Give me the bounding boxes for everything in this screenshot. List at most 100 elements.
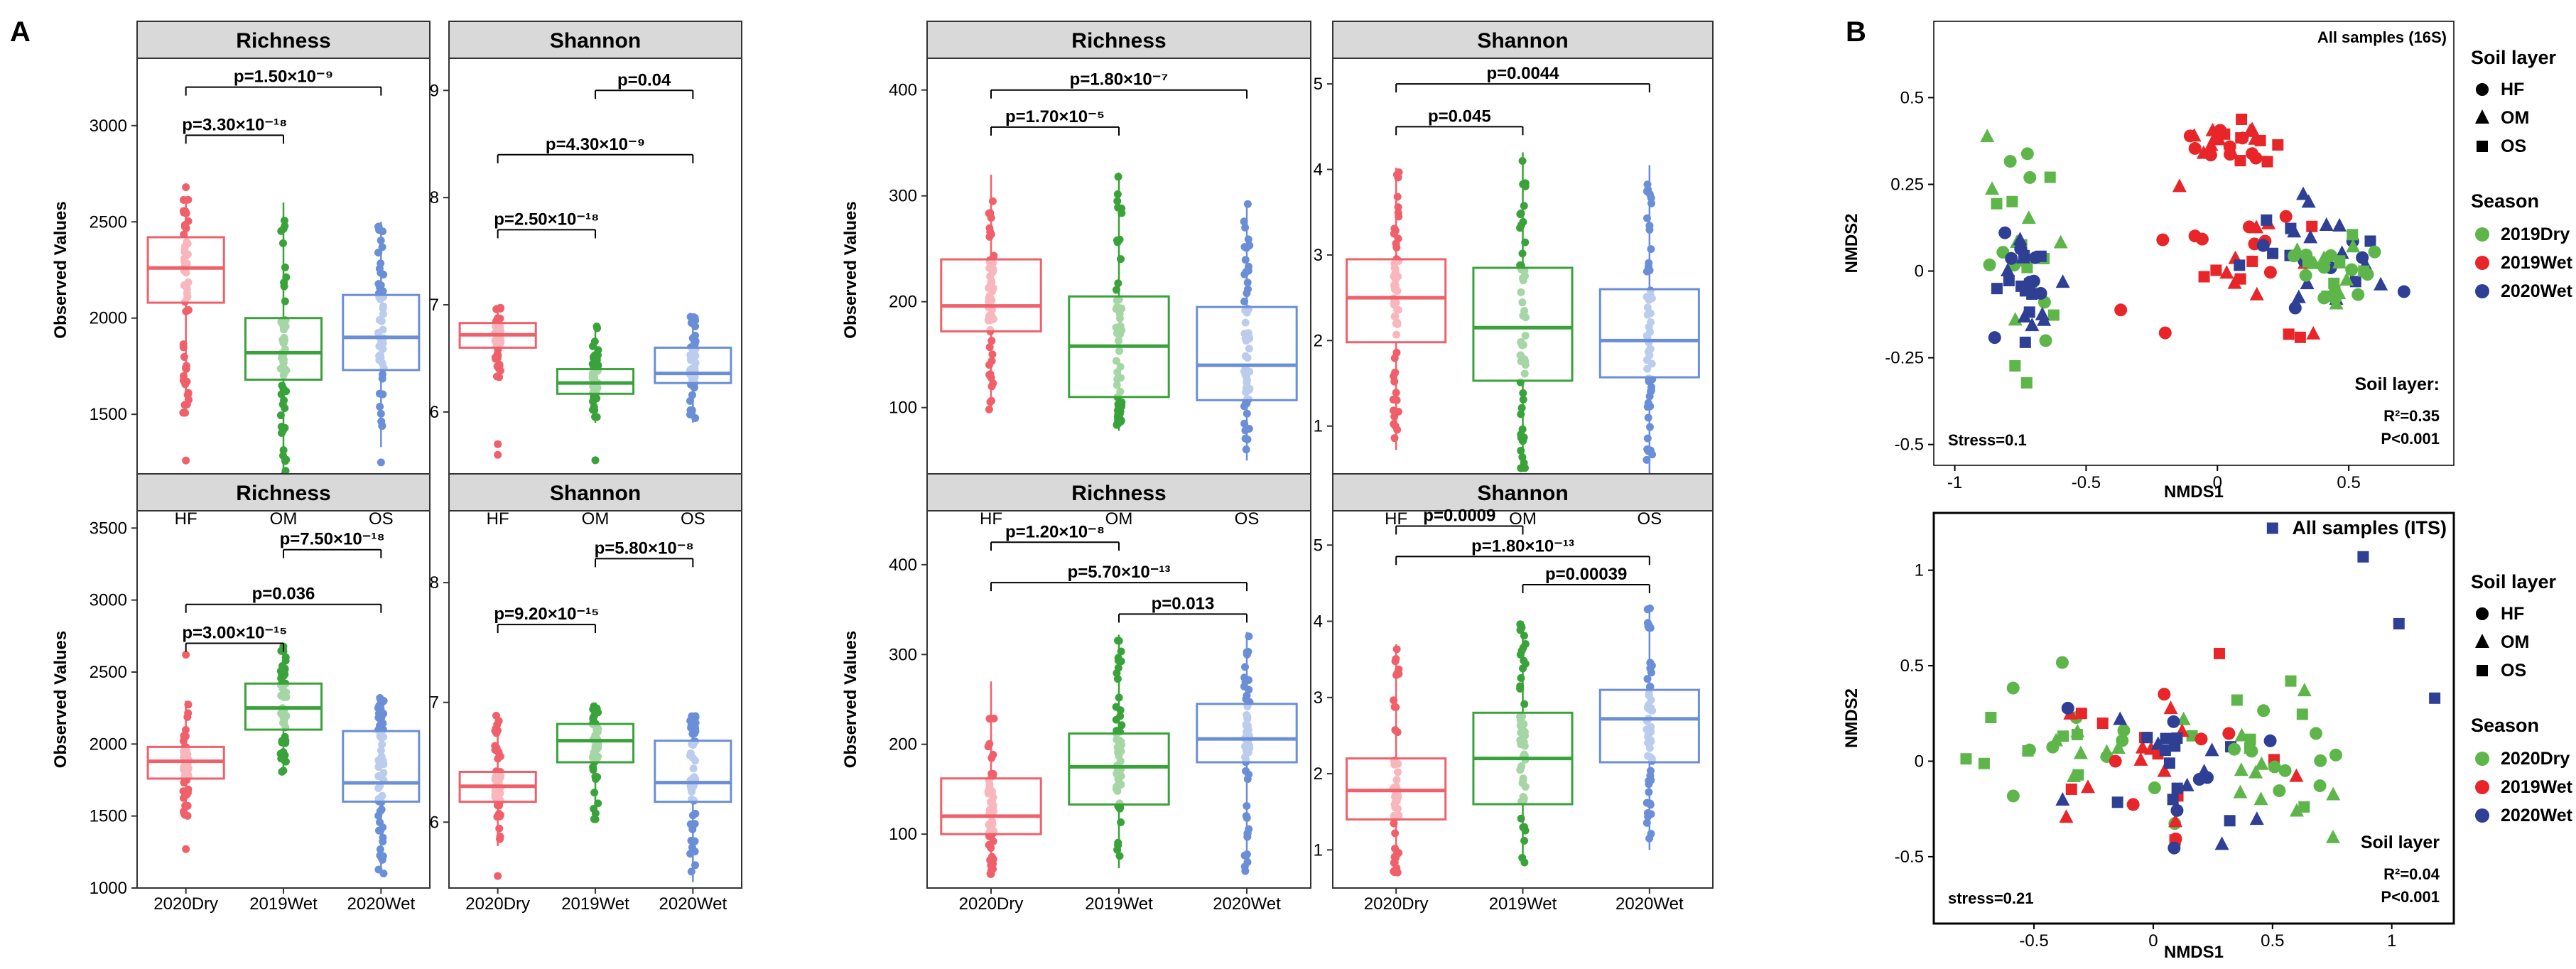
p-label: P<0.001: [2381, 430, 2440, 448]
data-point: [1520, 700, 1529, 708]
y-tick-label: 3: [1314, 688, 1323, 708]
y-axis-title: Observed Values: [841, 631, 860, 768]
strip-header: [1332, 473, 1714, 511]
os-point: [2261, 214, 2273, 226]
hf-point: [2345, 263, 2359, 276]
hf-point: [2317, 261, 2331, 274]
hf-point: [2156, 233, 2170, 247]
om-point: [2157, 763, 2172, 777]
x-tick-label: 2020Dry: [959, 894, 1024, 914]
p-value-label: p=0.0044: [1486, 64, 1559, 83]
os-point: [2246, 255, 2258, 267]
hf-point: [2236, 131, 2249, 145]
panel-b-label: B: [1846, 16, 1866, 48]
x-tick-label: 2019Wet: [249, 894, 318, 914]
os-point: [2096, 718, 2109, 730]
om-point: [2025, 318, 2040, 332]
hf-point: [2034, 286, 2047, 300]
y-tick-label: 2500: [90, 212, 127, 232]
legend-season-key: [2475, 256, 2489, 270]
box: [654, 740, 732, 803]
om-point: [2233, 784, 2248, 799]
hf-point: [2279, 210, 2293, 223]
om-point: [2325, 829, 2340, 843]
data-point: [494, 748, 503, 757]
y-tick-label: 1500: [90, 405, 127, 424]
x-tick-label: 0.5: [2337, 473, 2360, 492]
x-tick-label: OS: [1637, 509, 1662, 529]
hf-point: [2114, 303, 2128, 317]
data-point: [1647, 387, 1655, 396]
om-point: [2197, 764, 2212, 778]
om-point: [2037, 312, 2052, 326]
x-tick-label: OS: [681, 509, 705, 529]
outlier-point: [182, 651, 190, 659]
y-tick-label: 3000: [90, 591, 127, 610]
p-value-label: p=0.013: [1152, 594, 1215, 613]
om-point: [2296, 186, 2311, 200]
os-point: [2429, 692, 2441, 704]
os-point: [2234, 259, 2246, 271]
os-point: [2006, 195, 2018, 207]
om-point: [2081, 779, 2096, 794]
legend-season-label: 2019Dry: [2501, 224, 2570, 244]
y-tick-label: 9: [430, 81, 439, 100]
os-point: [2065, 783, 2077, 795]
y-tick-label: 0.25: [1890, 175, 1924, 194]
y-tick-label: 2: [1314, 764, 1323, 784]
data-point: [985, 343, 994, 352]
os-point: [2071, 728, 2083, 740]
os-point: [2167, 794, 2179, 806]
data-point: [1113, 236, 1121, 244]
hf-point: [2263, 266, 2277, 279]
chart-title: All samples (ITS): [2292, 517, 2447, 538]
os-point: [2285, 222, 2297, 234]
os-point: [2044, 171, 2056, 183]
hf-point: [2023, 743, 2036, 757]
x-tick-label: 2020Wet: [347, 894, 416, 914]
y-tick-label: 0.5: [1900, 88, 1924, 107]
os-point: [2171, 732, 2183, 745]
y-tick-label: 6: [430, 813, 439, 832]
legend-season-key: [2475, 780, 2489, 794]
stress-label: stress=0.21: [1948, 889, 2034, 907]
data-point: [376, 403, 384, 411]
om-point: [2001, 263, 2015, 277]
hf-point: [2046, 740, 2060, 754]
om-point: [2180, 777, 2195, 791]
box: [342, 730, 421, 803]
legend-square-key: [2477, 141, 2488, 152]
os-point: [2306, 220, 2318, 232]
hf-point: [2314, 754, 2327, 767]
hf-point: [2278, 764, 2292, 777]
boxplot-panel-1: Richness 1500 2000 2500 3000 Observed Values H…: [51, 21, 431, 529]
x-tick-label: OM: [582, 509, 610, 529]
boxplot-panel-8: Shannon 1 2 3 4 5 2020Dry 2019Wet 2020Wet p=0.000…: [1314, 473, 1714, 914]
y-tick-label: 5: [1314, 536, 1323, 555]
om-point: [2332, 254, 2347, 269]
os-point: [2213, 647, 2225, 659]
os-point: [2254, 134, 2266, 146]
p-value-label: p=4.30×10⁻⁹: [546, 135, 645, 154]
data-point: [1241, 256, 1250, 264]
os-point: [2231, 694, 2243, 706]
y-tick-label: 400: [889, 81, 917, 100]
hf-point: [2222, 727, 2236, 740]
hf-point: [2020, 147, 2034, 161]
om-point: [2306, 325, 2321, 340]
y-axis-title: NMDS2: [1842, 688, 1861, 748]
boxplot-panel-6: Shannon 6 7 8 2020Dry 2019Wet 2020Wet p=5.80×10…: [430, 473, 742, 914]
hf-point: [2329, 748, 2342, 762]
box: [244, 317, 323, 381]
y-tick-label: 4: [1314, 161, 1323, 180]
data-point: [592, 704, 601, 713]
y-tick-label: 3500: [90, 519, 127, 538]
data-point: [1644, 447, 1652, 455]
om-point: [1985, 181, 2000, 195]
box: [654, 346, 732, 384]
os-point: [1978, 757, 1990, 769]
legend: Soil layer HF OM OS Season 2019Dry 2019Wet 2020…: [2471, 47, 2573, 301]
hf-point: [2109, 754, 2122, 768]
hf-point: [2195, 232, 2209, 246]
